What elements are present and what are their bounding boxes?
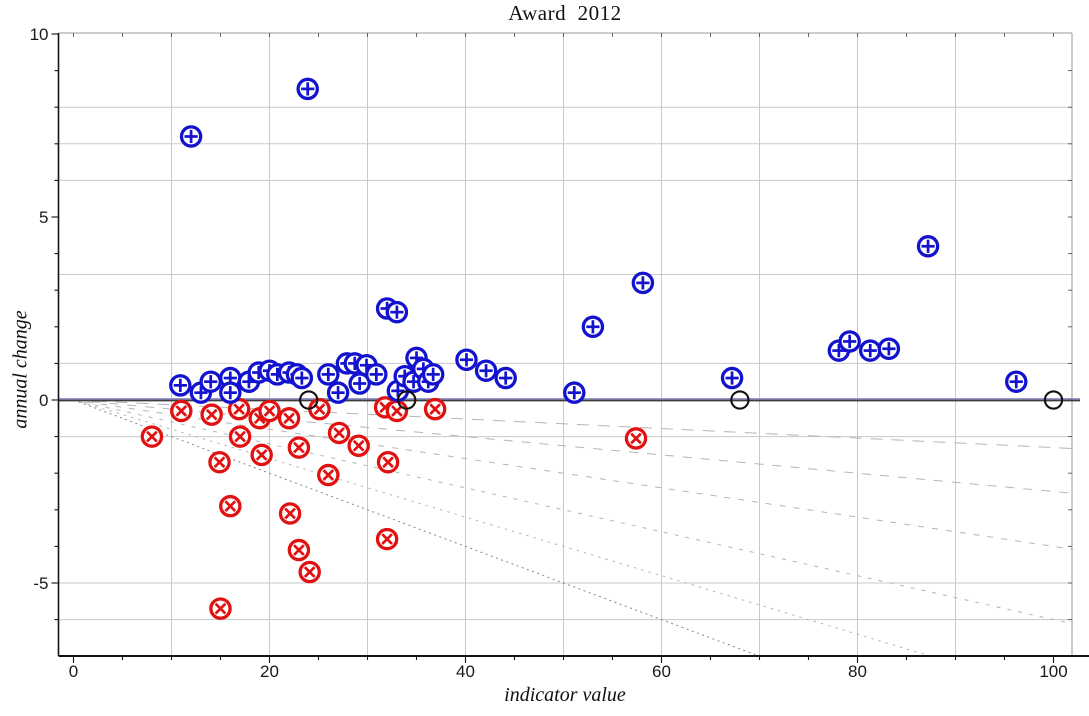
x-tick-label: 40 bbox=[456, 662, 475, 681]
marker-zero-change bbox=[1043, 390, 1064, 410]
marker-positive-change bbox=[494, 366, 517, 390]
marker-part bbox=[224, 500, 237, 512]
marker-positive-change bbox=[326, 381, 350, 404]
marker-part bbox=[333, 427, 345, 439]
marker-part bbox=[205, 408, 218, 421]
marker-part bbox=[630, 432, 642, 445]
x-tick-label: 100 bbox=[1039, 662, 1067, 681]
marker-positive-change bbox=[631, 271, 655, 295]
marker-part bbox=[352, 439, 365, 452]
marker-positive-change bbox=[365, 363, 388, 386]
marker-part bbox=[303, 566, 316, 578]
marker-positive-change bbox=[199, 370, 222, 393]
marker-zero-change bbox=[730, 390, 750, 410]
marker-negative-change bbox=[209, 597, 232, 620]
marker-positive-change bbox=[858, 339, 882, 362]
marker-part bbox=[213, 456, 226, 469]
marker-positive-change bbox=[563, 381, 586, 404]
x-tick-label: 20 bbox=[260, 662, 279, 681]
marker-negative-change bbox=[228, 425, 252, 448]
fan-reference-line bbox=[73, 399, 760, 657]
y-tick-label: 10 bbox=[30, 25, 49, 44]
marker-positive-change bbox=[169, 374, 192, 397]
marker-part bbox=[429, 403, 441, 416]
marker-part bbox=[146, 430, 158, 443]
marker-part bbox=[322, 469, 335, 481]
marker-positive-change bbox=[317, 363, 340, 386]
y-tick-label: -5 bbox=[33, 574, 48, 593]
marker-negative-change bbox=[317, 463, 340, 487]
marker-zero-change bbox=[299, 390, 319, 410]
marker-positive-change bbox=[877, 337, 901, 361]
marker-part bbox=[175, 405, 188, 417]
chart-title: Award 2012 bbox=[508, 1, 622, 25]
marker-part bbox=[263, 405, 276, 417]
marker-positive-change bbox=[581, 315, 605, 339]
marker-positive-change bbox=[421, 363, 445, 386]
marker-positive-change bbox=[455, 348, 478, 371]
marker-negative-change bbox=[385, 399, 409, 423]
marker-part bbox=[293, 441, 305, 454]
marker-negative-change bbox=[258, 399, 281, 423]
marker-negative-change bbox=[278, 502, 302, 525]
fan-reference-line bbox=[73, 399, 1074, 450]
marker-part bbox=[381, 533, 393, 545]
y-tick-label: 0 bbox=[39, 391, 48, 410]
marker-part bbox=[293, 544, 305, 556]
marker-part bbox=[255, 449, 268, 461]
x-tick-label: 80 bbox=[848, 662, 867, 681]
marker-negative-change bbox=[277, 407, 301, 430]
y-axis-label: annual change bbox=[9, 310, 32, 429]
marker-negative-change bbox=[624, 427, 648, 450]
marker-part bbox=[382, 456, 394, 469]
fan-reference-line bbox=[73, 399, 1074, 494]
marker-positive-change bbox=[827, 339, 851, 362]
marker-positive-change bbox=[296, 77, 319, 101]
marker-positive-change bbox=[219, 381, 242, 404]
marker-negative-change bbox=[170, 399, 193, 423]
marker-positive-change bbox=[838, 330, 861, 353]
marker-negative-change bbox=[287, 436, 311, 459]
marker-positive-change bbox=[179, 125, 203, 148]
x-axis-label: indicator value bbox=[504, 684, 626, 706]
marker-negative-change bbox=[250, 443, 273, 467]
marker-negative-change bbox=[347, 434, 370, 457]
marker-negative-change bbox=[287, 538, 311, 562]
marker-negative-change bbox=[298, 560, 321, 584]
marker-negative-change bbox=[308, 397, 331, 421]
y-tick-label: 5 bbox=[39, 208, 48, 227]
marker-part bbox=[284, 507, 296, 520]
marker-negative-change bbox=[327, 421, 351, 445]
marker-positive-change bbox=[1005, 370, 1028, 393]
marker-part bbox=[283, 412, 295, 425]
marker-positive-change bbox=[916, 235, 940, 258]
marker-negative-change bbox=[140, 425, 164, 448]
marker-negative-change bbox=[208, 450, 231, 474]
fan-reference-line bbox=[73, 399, 932, 657]
marker-negative-change bbox=[200, 403, 223, 426]
marker-part bbox=[313, 403, 326, 416]
marker-part bbox=[234, 430, 246, 443]
x-tick-label: 0 bbox=[69, 662, 78, 681]
marker-positive-change bbox=[720, 366, 744, 390]
marker-negative-change bbox=[375, 527, 399, 551]
marker-zero-change bbox=[397, 390, 417, 410]
marker-part bbox=[233, 403, 245, 416]
marker-negative-change bbox=[423, 397, 447, 421]
marker-positive-change bbox=[385, 300, 409, 324]
marker-negative-change bbox=[376, 450, 400, 474]
marker-positive-change bbox=[474, 359, 498, 382]
marker-positive-change bbox=[290, 366, 314, 390]
marker-part bbox=[391, 405, 403, 417]
fan-reference-line bbox=[73, 399, 1074, 550]
x-tick-label: 60 bbox=[652, 662, 671, 681]
marker-negative-change bbox=[219, 494, 242, 518]
marker-part bbox=[214, 602, 227, 615]
